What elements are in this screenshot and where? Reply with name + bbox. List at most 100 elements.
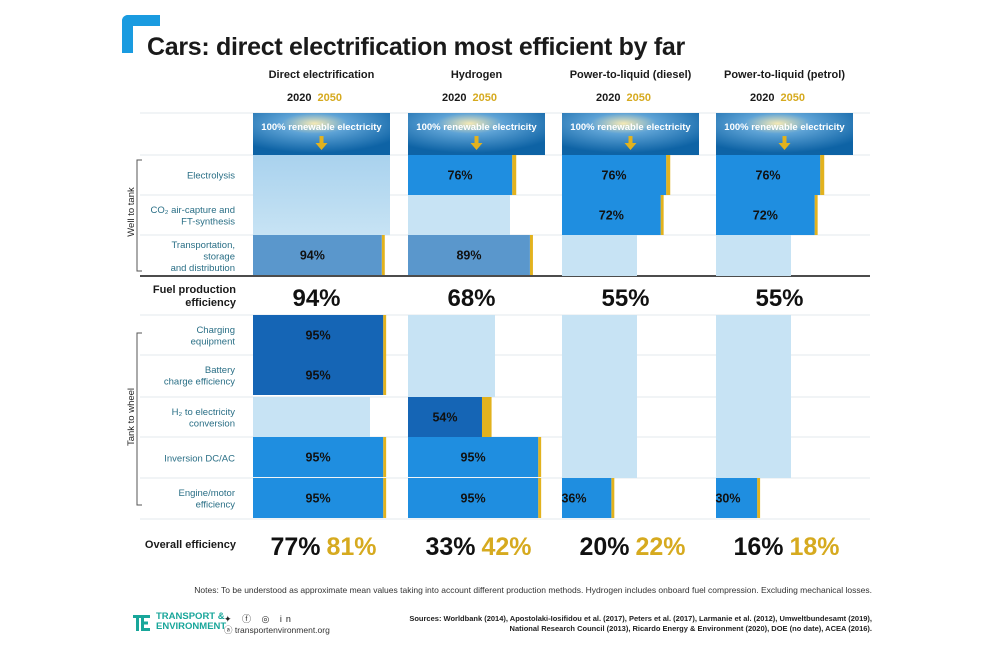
overall-eff-2050: 22% <box>636 533 686 561</box>
row-label-engine: efficiency <box>196 499 236 510</box>
overall-eff-2050: 81% <box>327 533 377 561</box>
bar-2020-transport <box>253 235 382 275</box>
row-label-transport: storage <box>203 252 235 263</box>
chart-title: Cars: direct electrification most effici… <box>147 33 685 61</box>
bar-2020-engine <box>562 478 612 518</box>
wtt-bracket <box>136 159 142 272</box>
fuel-eff-value: 55% <box>755 285 803 312</box>
bar-2050-engine <box>611 478 615 518</box>
year-label-2050: 2050 <box>627 92 651 104</box>
social-icons[interactable]: ✦ ⓕ ◎ in <box>224 614 295 624</box>
bar-label-charging: 95% <box>306 329 331 343</box>
down-arrow-icon <box>778 136 791 150</box>
column-title: Power-to-liquid (diesel) <box>570 69 692 81</box>
down-arrow-icon <box>315 136 328 150</box>
row-label-h2: H₂ to electricity <box>172 407 236 418</box>
brand-logo[interactable]: TRANSPORT & ENVIRONMENT ✦ ⓕ ◎ in ⓐ trans… <box>132 611 332 637</box>
bar-2050-engine <box>538 478 542 518</box>
bar-2020-inversion <box>408 437 539 477</box>
source-header-label: 100% renewable electricity <box>261 122 382 133</box>
row-label-inversion: Inversion DC/AC <box>164 454 235 465</box>
bar-2020-electrolysis <box>408 155 513 195</box>
ttw-bracket <box>136 332 142 506</box>
fuel-eff-value: 94% <box>292 285 340 312</box>
overall-eff-2020: 16% <box>733 533 783 561</box>
flow-band <box>716 235 791 276</box>
bar-2050-h2 <box>481 397 492 437</box>
source-header-label: 100% renewable electricity <box>570 122 691 133</box>
overall-eff-label: Overall efficiency <box>145 539 237 551</box>
brand-name-line2: ENVIRONMENT <box>156 621 227 632</box>
source-header-label: 100% renewable electricity <box>724 122 845 133</box>
row-label-battery: Battery <box>205 365 235 376</box>
bar-2020-engine <box>408 478 539 518</box>
bar-2050-charging <box>383 315 387 355</box>
bar-label-transport: 94% <box>300 249 325 263</box>
row-label-engine: Engine/motor <box>178 488 235 499</box>
bar-2050-transport <box>529 235 533 275</box>
bar-2020-inversion <box>253 437 384 477</box>
bar-label-inversion: 95% <box>306 451 331 465</box>
bar-2050-co2 <box>814 195 818 235</box>
flow-band <box>562 235 637 276</box>
bar-2050-transport <box>381 235 385 275</box>
year-label-2020: 2020 <box>750 92 774 104</box>
sources-line1: Sources: Worldbank (2014), Apostolaki-Io… <box>409 614 872 623</box>
bar-2020-engine <box>716 478 758 518</box>
overall-eff-2020: 77% <box>270 533 320 561</box>
overall-eff-2050: 18% <box>790 533 840 561</box>
row-label-battery: charge efficiency <box>164 376 235 387</box>
bar-label-inversion: 95% <box>461 451 486 465</box>
bar-2050-electrolysis <box>666 155 671 195</box>
row-label-transport: and distribution <box>171 263 235 274</box>
row-label-charging: Charging <box>196 325 235 336</box>
column-title: Power-to-liquid (petrol) <box>724 69 845 81</box>
brand-name: TRANSPORT & ENVIRONMENT <box>156 612 226 632</box>
bar-2020-co2 <box>562 195 661 235</box>
notes: Notes: To be understood as approximate m… <box>194 585 872 595</box>
year-label-2050: 2050 <box>318 92 342 104</box>
bar-label-engine: 36% <box>561 492 586 506</box>
row-label-h2: conversion <box>189 418 235 429</box>
bar-2020-electrolysis <box>716 155 821 195</box>
bar-2050-inversion <box>538 437 542 477</box>
fuel-eff-value: 68% <box>447 285 495 312</box>
overall-eff-2020: 20% <box>579 533 629 561</box>
bar-label-co2: 72% <box>599 209 624 223</box>
bar-label-transport: 89% <box>456 249 481 263</box>
website-link[interactable]: ⓐ transportenvironment.org <box>224 625 330 635</box>
brand-name-line1: TRANSPORT & <box>156 611 225 622</box>
flow-band <box>253 397 370 438</box>
flow-band <box>253 155 390 235</box>
overall-eff-2020: 33% <box>425 533 475 561</box>
bar-2050-battery <box>383 355 387 395</box>
row-label-transport: Transportation, <box>171 240 235 251</box>
bar-2020-co2 <box>716 195 815 235</box>
row-label-electrolysis: Electrolysis <box>187 171 235 182</box>
bar-2050-engine <box>757 478 761 518</box>
sources: Sources: Worldbank (2014), Apostolaki-Io… <box>402 614 872 634</box>
bar-2050-electrolysis <box>512 155 517 195</box>
bar-2050-engine <box>383 478 387 518</box>
year-label-2020: 2020 <box>596 92 620 104</box>
year-label-2020: 2020 <box>287 92 311 104</box>
column-title: Direct electrification <box>269 69 375 81</box>
year-label-2050: 2050 <box>473 92 497 104</box>
flow-band <box>562 315 637 478</box>
bar-label-engine: 95% <box>461 492 486 506</box>
section-label-ttw: Tank to wheel <box>126 388 137 446</box>
bar-2020-electrolysis <box>562 155 667 195</box>
bar-label-battery: 95% <box>306 369 331 383</box>
flow-band <box>408 195 510 235</box>
bar-2050-co2 <box>660 195 664 235</box>
row-label-co2: CO₂ air-capture and <box>151 205 235 216</box>
source-header-label: 100% renewable electricity <box>416 122 537 133</box>
bar-2020-battery <box>253 355 384 395</box>
bar-2020-engine <box>253 478 384 518</box>
year-label-2050: 2050 <box>781 92 805 104</box>
section-label-wtt: Well to tank <box>126 187 137 237</box>
row-label-co2: FT-synthesis <box>181 216 235 227</box>
flow-band <box>408 315 495 397</box>
bar-2050-electrolysis <box>820 155 825 195</box>
